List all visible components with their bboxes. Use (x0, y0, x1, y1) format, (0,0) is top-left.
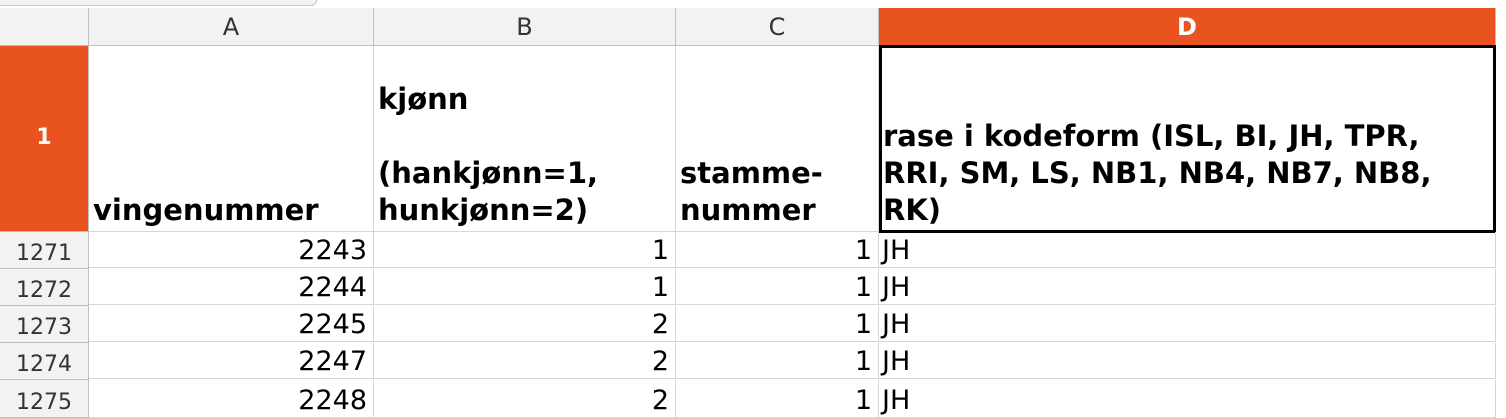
cell-c1-text: stamme- nummer (680, 156, 823, 227)
toolbar-edge (0, 0, 317, 6)
cell-rase[interactable]: JH (879, 380, 1496, 418)
cell-vingenummer[interactable]: 2247 (89, 343, 374, 379)
cell-kjonn[interactable]: 2 (374, 343, 676, 379)
row-header-1[interactable]: 1 (0, 46, 89, 232)
cell-b1-text: kjønn (hankjønn=1, hunkjønn=2) (378, 82, 599, 227)
cell-vingenummer[interactable]: 2244 (89, 269, 374, 305)
cell-d1[interactable]: rase i kodeform (ISL, BI, JH, TPR, RRI, … (879, 46, 1496, 232)
column-header-b[interactable]: B (374, 8, 676, 46)
row-header[interactable]: 1273 (0, 306, 89, 343)
column-header-c[interactable]: C (676, 8, 879, 46)
cell-a1[interactable]: vingenummer (89, 46, 374, 232)
column-header-a[interactable]: A (89, 8, 374, 46)
grid-right-edge (1496, 8, 1506, 418)
row-header[interactable]: 1272 (0, 269, 89, 306)
cell-rase[interactable]: JH (879, 269, 1496, 305)
cell-vingenummer[interactable]: 2243 (89, 232, 374, 268)
row-header[interactable]: 1275 (0, 380, 89, 418)
cell-d1-text: rase i kodeform (ISL, BI, JH, TPR, RRI, … (883, 119, 1442, 227)
cell-stammenummer[interactable]: 1 (676, 306, 879, 342)
cell-rase[interactable]: JH (879, 343, 1496, 379)
cell-vingenummer[interactable]: 2248 (89, 380, 374, 418)
cell-kjonn[interactable]: 1 (374, 269, 676, 305)
cell-stammenummer[interactable]: 1 (676, 232, 879, 268)
column-header-d[interactable]: D (879, 8, 1496, 46)
cell-c1[interactable]: stamme- nummer (676, 46, 879, 232)
row-header[interactable]: 1274 (0, 343, 89, 380)
cell-kjonn[interactable]: 1 (374, 232, 676, 268)
cell-rase[interactable]: JH (879, 306, 1496, 342)
select-all-corner[interactable] (0, 8, 89, 46)
cell-stammenummer[interactable]: 1 (676, 380, 879, 418)
cell-a1-text: vingenummer (93, 193, 319, 227)
cell-kjonn[interactable]: 2 (374, 306, 676, 342)
cell-b1[interactable]: kjønn (hankjønn=1, hunkjønn=2) (374, 46, 676, 232)
cell-stammenummer[interactable]: 1 (676, 343, 879, 379)
cell-stammenummer[interactable]: 1 (676, 269, 879, 305)
cell-vingenummer[interactable]: 2245 (89, 306, 374, 342)
sheet-top-edge (0, 0, 1506, 8)
cell-kjonn[interactable]: 2 (374, 380, 676, 418)
cell-rase[interactable]: JH (879, 232, 1496, 268)
row-header[interactable]: 1271 (0, 232, 89, 269)
